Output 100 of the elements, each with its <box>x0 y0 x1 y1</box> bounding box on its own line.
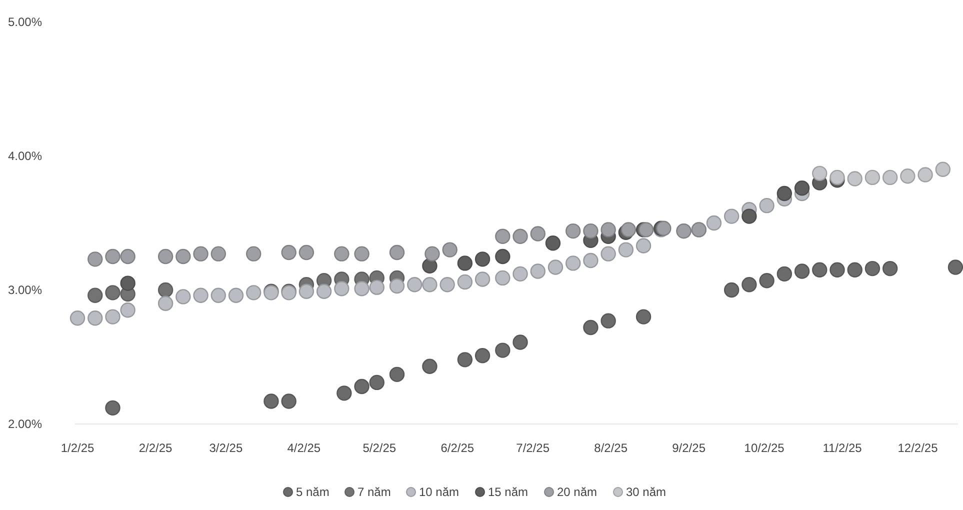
point <box>776 266 792 282</box>
x-tick-label: 4/2/25 <box>287 441 321 455</box>
point <box>882 170 898 186</box>
point <box>474 272 490 287</box>
legend-label: 20 năm <box>557 485 598 500</box>
point <box>600 246 616 262</box>
point <box>210 246 226 262</box>
point <box>389 278 405 294</box>
point <box>105 248 120 264</box>
point <box>88 252 103 267</box>
point <box>264 394 279 409</box>
point <box>776 186 792 202</box>
point <box>935 162 951 177</box>
point <box>389 366 405 382</box>
point <box>158 282 174 298</box>
x-tick-label: 12/2/25 <box>898 441 938 455</box>
point <box>105 400 120 416</box>
point <box>88 288 103 303</box>
point <box>636 238 652 254</box>
point <box>812 166 828 182</box>
point <box>422 358 438 374</box>
point <box>724 282 740 298</box>
point <box>706 215 722 231</box>
point <box>158 296 174 311</box>
point <box>900 168 916 184</box>
point <box>105 309 120 324</box>
point <box>424 246 440 262</box>
x-tick-label: 9/2/25 <box>672 441 706 455</box>
point <box>281 244 296 260</box>
point <box>759 273 774 288</box>
x-tick-label: 3/2/25 <box>209 441 243 455</box>
point <box>176 289 191 304</box>
point <box>474 252 490 267</box>
point <box>440 277 455 292</box>
point <box>600 313 616 328</box>
point <box>830 262 845 278</box>
point <box>298 244 314 260</box>
point <box>864 260 880 276</box>
y-tick-label: 2.00% <box>8 417 42 432</box>
point <box>495 248 510 264</box>
point <box>457 274 473 290</box>
point <box>246 285 262 300</box>
point <box>847 171 862 186</box>
y-tick-label: 3.00% <box>8 283 42 298</box>
point <box>474 348 490 364</box>
point <box>495 228 510 244</box>
point <box>193 246 208 262</box>
point <box>354 281 370 296</box>
point <box>120 276 136 291</box>
point <box>120 248 136 264</box>
point <box>759 198 774 214</box>
point <box>422 277 438 292</box>
point <box>636 309 652 324</box>
point <box>583 252 598 268</box>
point <box>228 288 244 303</box>
point <box>336 386 352 401</box>
point <box>864 170 880 186</box>
point <box>210 288 226 303</box>
point <box>600 222 616 238</box>
point <box>457 352 473 368</box>
point <box>948 260 963 275</box>
point <box>369 374 384 390</box>
point <box>193 288 208 303</box>
point <box>354 378 370 394</box>
point <box>176 248 191 264</box>
point <box>512 334 528 350</box>
point <box>281 394 296 409</box>
point <box>530 264 546 279</box>
point <box>70 310 86 326</box>
point <box>918 167 933 182</box>
point <box>246 246 262 262</box>
point <box>847 262 862 278</box>
point <box>530 226 546 242</box>
point <box>742 277 757 292</box>
x-tick-label: 1/2/25 <box>60 441 95 455</box>
point <box>724 208 740 224</box>
point <box>794 180 810 196</box>
point <box>88 310 103 326</box>
point <box>457 256 473 271</box>
point <box>618 242 634 258</box>
legend-label: 10 năm <box>419 485 460 500</box>
y-tick-label: 4.00% <box>8 149 42 164</box>
legend-label: 30 năm <box>626 485 666 500</box>
point <box>882 260 898 276</box>
point <box>389 244 405 260</box>
x-tick-label: 7/2/25 <box>516 441 550 455</box>
y-tick-label: 5.00% <box>8 15 42 30</box>
point <box>742 208 757 224</box>
point <box>583 320 598 336</box>
point <box>369 280 384 295</box>
legend-label: 15 năm <box>488 485 528 500</box>
point <box>120 302 136 318</box>
point <box>422 258 438 274</box>
point <box>545 236 561 251</box>
x-tick-label: 2/2/25 <box>138 441 173 455</box>
point <box>512 228 528 244</box>
point <box>583 223 598 239</box>
point <box>548 260 564 275</box>
x-tick-label: 6/2/25 <box>440 441 474 455</box>
point <box>442 242 458 258</box>
